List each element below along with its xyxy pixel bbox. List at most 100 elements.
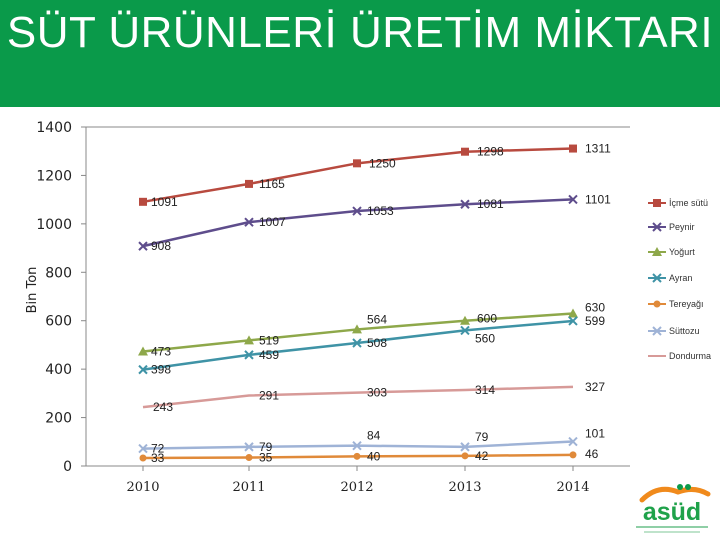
y-axis-label: Bin Ton <box>25 267 40 314</box>
legend-label: Tereyağı <box>669 299 704 309</box>
data-point <box>353 452 361 460</box>
data-point <box>569 144 577 153</box>
data-label: 42 <box>475 449 489 463</box>
data-point <box>460 442 470 452</box>
y-tick-label: 600 <box>45 314 72 330</box>
legend-label: Süttozu <box>669 326 700 336</box>
series-line <box>142 385 574 409</box>
legend-marker <box>653 300 661 308</box>
data-point <box>244 350 254 360</box>
y-tick-label: 800 <box>45 265 72 281</box>
data-label: 303 <box>367 386 387 400</box>
x-tick-label: 2012 <box>340 480 373 495</box>
data-label: 33 <box>151 451 165 465</box>
data-point <box>352 338 362 348</box>
data-point <box>353 159 361 168</box>
data-point <box>352 206 362 216</box>
data-label: 1007 <box>259 215 286 229</box>
data-label: 1091 <box>151 195 178 209</box>
data-label: 327 <box>585 380 605 394</box>
legend-label: Ayran <box>669 273 692 283</box>
data-label: 473 <box>151 344 171 358</box>
data-label: 1165 <box>259 177 285 191</box>
series-line <box>142 198 574 248</box>
y-tick-label: 200 <box>45 411 72 427</box>
data-label: 459 <box>259 348 279 362</box>
legend-label: Yoğurt <box>669 247 695 257</box>
data-point <box>460 199 470 209</box>
legend-label: Dondurma <box>669 351 711 361</box>
legend-marker <box>652 326 662 336</box>
data-point <box>569 451 577 459</box>
y-tick-label: 1400 <box>36 120 72 136</box>
x-tick-label: 2010 <box>126 480 159 495</box>
data-point <box>460 325 470 336</box>
y-tick-label: 0 <box>63 459 72 475</box>
asud-logo: asüd <box>636 484 711 533</box>
data-label: 908 <box>151 239 171 253</box>
data-label: 1298 <box>477 145 504 159</box>
data-point <box>568 308 578 318</box>
svg-text:asüd: asüd <box>643 498 701 526</box>
legend-marker <box>652 222 662 232</box>
data-label: 560 <box>475 331 495 345</box>
data-point <box>245 454 253 462</box>
data-label: 508 <box>367 336 387 350</box>
data-point <box>138 346 148 356</box>
data-point <box>244 217 254 227</box>
data-label: 519 <box>259 333 279 347</box>
data-label: 1081 <box>477 197 504 211</box>
data-label: 1311 <box>585 142 611 156</box>
data-label: 1101 <box>585 192 611 206</box>
data-label: 35 <box>259 451 273 465</box>
data-point <box>138 443 148 454</box>
y-tick-label: 1000 <box>36 217 72 233</box>
data-point <box>460 315 470 325</box>
data-label: 72 <box>151 442 165 456</box>
data-label: 291 <box>259 389 279 403</box>
data-label: 243 <box>153 400 173 414</box>
data-label: 599 <box>585 314 605 328</box>
legend-marker <box>652 273 662 283</box>
series-line <box>142 147 574 204</box>
data-label: 40 <box>367 449 381 463</box>
data-label: 314 <box>475 383 495 397</box>
data-point <box>461 452 469 460</box>
legend-label: İçme sütü <box>669 198 708 208</box>
data-point <box>352 324 362 334</box>
x-tick-label: 2014 <box>556 480 589 495</box>
data-point <box>138 364 148 375</box>
data-point <box>138 241 148 251</box>
data-label: 84 <box>367 429 381 443</box>
data-point <box>244 442 254 452</box>
data-point <box>568 194 578 205</box>
data-point <box>568 316 578 326</box>
x-tick-label: 2011 <box>232 480 265 495</box>
title-banner: SÜT ÜRÜNLERİ ÜRETİM MİKTARI <box>0 0 720 107</box>
x-tick-label: 2013 <box>448 480 481 495</box>
data-label: 398 <box>151 363 171 377</box>
data-label: 101 <box>585 427 605 441</box>
data-point <box>139 454 147 462</box>
legend-marker <box>652 247 662 256</box>
data-label: 630 <box>585 300 605 314</box>
data-label: 1250 <box>369 156 396 170</box>
data-label: 79 <box>259 440 273 454</box>
data-point <box>244 335 254 345</box>
y-tick-label: 400 <box>45 362 72 378</box>
data-label: 79 <box>475 430 489 444</box>
legend-label: Peynir <box>669 222 695 232</box>
data-point <box>245 179 253 188</box>
page-title: SÜT ÜRÜNLERİ ÜRETİM MİKTARI <box>6 8 714 57</box>
data-label: 564 <box>367 312 387 326</box>
data-point <box>568 436 578 447</box>
data-label: 46 <box>585 447 599 461</box>
data-point <box>461 147 469 156</box>
y-tick-label: 1200 <box>36 168 72 184</box>
legend-marker <box>653 199 661 207</box>
data-point <box>139 197 147 206</box>
data-point <box>352 440 362 451</box>
data-label: 600 <box>477 312 497 326</box>
data-label: 1053 <box>367 204 394 218</box>
